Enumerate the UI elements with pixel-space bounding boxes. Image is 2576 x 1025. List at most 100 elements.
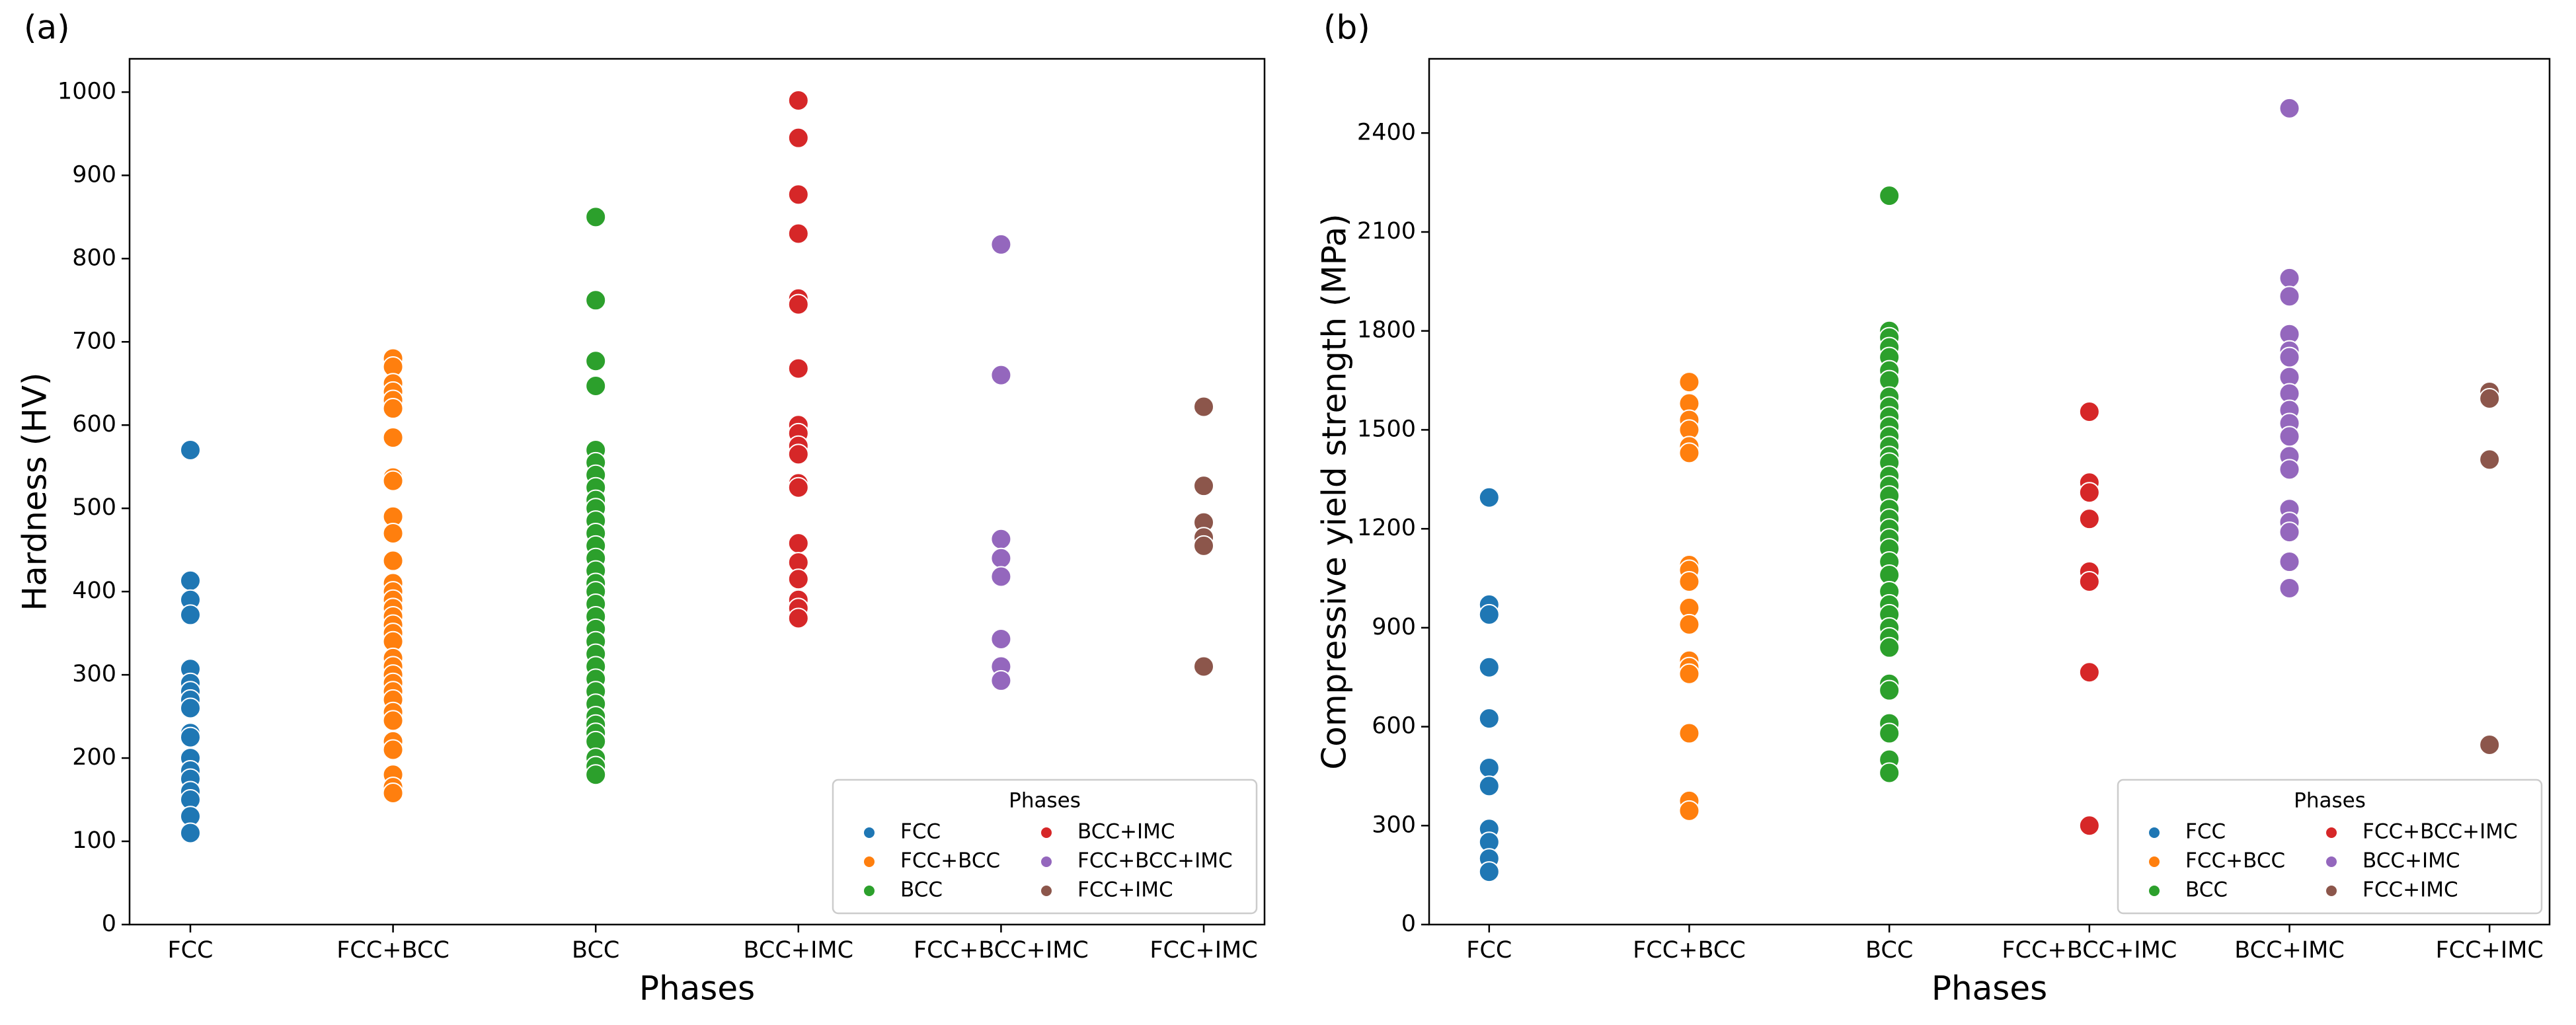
legend-label: FCC — [900, 820, 941, 844]
y-tick-label: 0 — [102, 911, 116, 937]
data-point — [1478, 861, 1500, 883]
legend-marker — [2326, 827, 2337, 838]
data-point — [382, 522, 404, 544]
data-point — [2279, 459, 2300, 480]
data-point — [2279, 97, 2300, 119]
data-point — [990, 628, 1012, 650]
x-tick-label: BCC — [572, 937, 619, 964]
y-tick-label: 2100 — [1357, 218, 1416, 245]
legend-marker — [2149, 856, 2160, 867]
data-point — [2479, 734, 2501, 756]
data-point — [990, 233, 1012, 255]
y-axis-label: Compressive yield strength (MPa) — [1315, 213, 1354, 769]
legend-label: FCC — [2185, 820, 2226, 844]
y-tick-label: 300 — [1372, 812, 1416, 838]
data-point — [1478, 708, 1500, 730]
panel-title: (b) — [1323, 9, 1370, 47]
data-point — [382, 782, 404, 804]
legend-box — [832, 778, 1258, 915]
data-point — [990, 669, 1012, 691]
data-point — [1478, 603, 1500, 625]
data-point — [2078, 508, 2100, 530]
panel-title: (a) — [24, 9, 70, 47]
data-point — [990, 364, 1012, 386]
data-point — [2078, 400, 2100, 422]
data-point — [1678, 663, 1700, 685]
x-tick-label: BCC — [1865, 937, 1913, 964]
data-point — [1193, 535, 1215, 556]
data-point — [787, 568, 809, 590]
data-point — [990, 528, 1012, 550]
legend-label: FCC+BCC — [900, 849, 1000, 873]
data-point — [1879, 185, 1900, 207]
legend-marker — [864, 856, 875, 867]
x-tick-label: FCC — [167, 937, 213, 964]
legend-label: BCC — [2185, 878, 2228, 902]
data-point — [585, 206, 607, 228]
y-tick-label: 0 — [1401, 911, 1416, 937]
data-point — [787, 223, 809, 245]
data-point — [1478, 775, 1500, 797]
legend-marker — [1041, 827, 1052, 838]
data-point — [1193, 656, 1215, 677]
data-point — [382, 550, 404, 572]
y-tick-label: 1800 — [1357, 317, 1416, 344]
y-tick-label: 900 — [72, 161, 116, 188]
x-tick-label: FCC+BCC — [1633, 937, 1746, 964]
data-point — [1193, 475, 1215, 497]
data-point — [1193, 396, 1215, 418]
data-point — [990, 547, 1012, 569]
y-tick-label: 2400 — [1357, 119, 1416, 145]
data-point — [787, 184, 809, 206]
x-tick-label: FCC+BCC+IMC — [2002, 937, 2177, 964]
data-point — [787, 358, 809, 379]
y-tick-label: 500 — [72, 494, 116, 521]
x-axis-label: Phases — [639, 969, 755, 1008]
data-point — [382, 710, 404, 732]
data-point — [1678, 570, 1700, 592]
legend-label: FCC+IMC — [2362, 878, 2458, 902]
legend-marker — [864, 886, 875, 896]
legend-title: Phases — [1009, 789, 1081, 813]
y-tick-label: 600 — [72, 411, 116, 437]
legend-label: FCC+BCC+IMC — [1077, 849, 1233, 873]
y-tick-label: 700 — [72, 328, 116, 354]
data-point — [1478, 656, 1500, 678]
legend-label: FCC+BCC — [2185, 849, 2285, 873]
data-point — [1678, 371, 1700, 393]
data-point — [787, 89, 809, 111]
data-point — [787, 293, 809, 315]
data-point — [2279, 551, 2300, 573]
data-point — [179, 604, 201, 626]
x-tick-label: FCC+BCC — [336, 937, 449, 964]
x-tick-label: FCC — [1466, 937, 1512, 964]
y-tick-label: 1000 — [58, 78, 116, 104]
data-point — [1879, 636, 1900, 658]
data-point — [179, 697, 201, 719]
data-point — [1678, 442, 1700, 464]
y-tick-label: 200 — [72, 744, 116, 771]
legend-label: FCC+BCC+IMC — [2362, 820, 2518, 844]
data-point — [1478, 757, 1500, 778]
data-point — [382, 739, 404, 761]
data-point — [585, 289, 607, 311]
data-point — [382, 398, 404, 420]
legend-marker — [1041, 856, 1052, 867]
y-tick-label: 400 — [72, 578, 116, 604]
x-axis-label: Phases — [1932, 969, 2047, 1008]
y-tick-label: 1500 — [1357, 416, 1416, 442]
data-point — [2078, 482, 2100, 504]
x-tick-label: BCC+IMC — [744, 937, 854, 964]
data-point — [2279, 521, 2300, 543]
data-point — [787, 533, 809, 554]
y-axis-label: Hardness (HV) — [16, 373, 54, 611]
data-point — [787, 443, 809, 465]
data-point — [585, 350, 607, 372]
legend-label: BCC+IMC — [2362, 849, 2460, 873]
legend-marker — [2149, 886, 2160, 896]
x-tick-label: BCC+IMC — [2234, 937, 2345, 964]
data-point — [1879, 762, 1900, 784]
data-point — [2479, 388, 2501, 410]
data-point — [2279, 426, 2300, 447]
